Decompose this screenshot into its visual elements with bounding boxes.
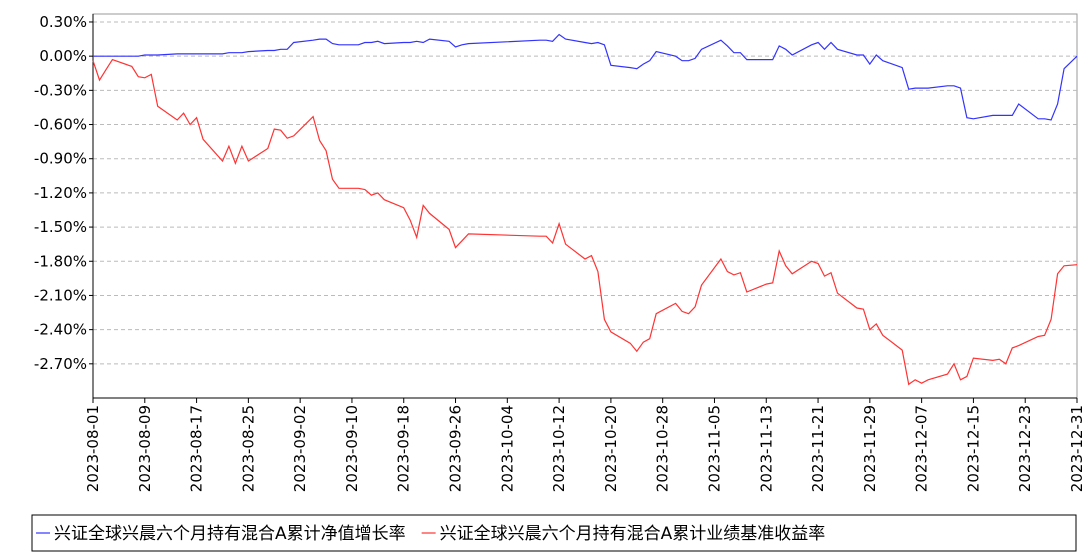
legend-label: 兴证全球兴晨六个月持有混合A累计业绩基准收益率 (440, 524, 826, 544)
x-tick-label: 2023-11-13 (757, 405, 775, 492)
x-tick-label: 2023-10-12 (550, 405, 568, 492)
x-tick-label: 2023-08-09 (136, 405, 154, 492)
x-tick-label: 2023-09-18 (395, 405, 413, 492)
y-tick-label: -1.50% (34, 218, 87, 236)
x-tick-label: 2023-12-23 (1016, 405, 1034, 492)
y-tick-label: -0.90% (34, 150, 87, 168)
y-tick-label: -1.80% (34, 252, 87, 270)
y-tick-label: -2.10% (34, 286, 87, 304)
y-tick-label: -0.60% (34, 116, 87, 134)
y-tick-label: 0.30% (39, 13, 87, 31)
x-tick-label: 2023-10-28 (654, 405, 672, 492)
x-tick-label: 2023-10-20 (602, 405, 620, 492)
data-line (92, 58, 1078, 386)
plot-area (92, 13, 1078, 399)
x-tick-label: 2023-10-04 (498, 405, 516, 492)
y-tick-label: -0.30% (34, 81, 87, 99)
y-tick-label: -2.70% (34, 355, 87, 373)
x-tick-label: 2023-08-25 (239, 405, 257, 492)
legend-label: 兴证全球兴晨六个月持有混合A累计净值增长率 (54, 524, 406, 544)
x-tick-label: 2023-11-05 (705, 405, 723, 492)
x-tick-label: 2023-08-01 (84, 405, 102, 492)
x-tick-label: 2023-12-15 (964, 405, 982, 492)
x-tick-label: 2023-08-17 (188, 405, 206, 492)
x-tick-label: 2023-11-21 (809, 405, 827, 492)
x-tick-label: 2023-12-31 (1068, 405, 1086, 492)
y-tick-label: -1.20% (34, 184, 87, 202)
x-tick-label: 2023-11-29 (861, 405, 879, 492)
x-tick-label: 2023-09-26 (447, 405, 465, 492)
x-tick-label: 2023-12-07 (913, 405, 931, 492)
x-tick-label: 2023-09-02 (291, 405, 309, 492)
y-tick-label: -2.40% (34, 321, 87, 339)
legend-box (31, 514, 1077, 552)
y-tick-label: 0.00% (39, 47, 87, 65)
data-line (93, 33, 1078, 121)
x-tick-label: 2023-09-10 (343, 405, 361, 492)
